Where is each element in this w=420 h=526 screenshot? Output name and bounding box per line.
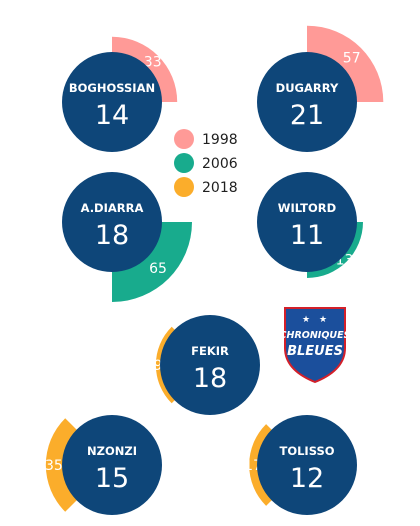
wedge-label: 65 bbox=[149, 261, 167, 277]
chroniques-bleues-logo: ★ ★ CHRONIQUES BLEUES bbox=[280, 307, 351, 384]
player-total: 14 bbox=[95, 100, 129, 131]
logo-star-right: ★ bbox=[319, 315, 327, 325]
legend: 1998 2006 2018 bbox=[174, 129, 238, 197]
wedge-label: 33 bbox=[144, 54, 162, 70]
logo-line-1: CHRONIQUES bbox=[280, 330, 351, 341]
legend-label-2018: 2018 bbox=[202, 180, 238, 196]
wedge-label: 9 bbox=[153, 358, 162, 374]
player-total: 11 bbox=[290, 220, 324, 251]
player-circles-layer: BOGHOSSIAN 14 DUGARRY 21 A.DIARRA 18 WILTORD 11… bbox=[62, 52, 357, 515]
legend-swatch-1998 bbox=[174, 129, 194, 149]
logo-line-2: BLEUES bbox=[287, 344, 343, 359]
player-name: FEKIR bbox=[191, 344, 229, 358]
legend-swatch-2006 bbox=[174, 153, 194, 173]
player-total: 18 bbox=[95, 220, 129, 251]
legend-swatch-2018 bbox=[174, 177, 194, 197]
player-total: 15 bbox=[95, 463, 129, 494]
player-name: A.DIARRA bbox=[81, 201, 144, 215]
logo-shield bbox=[284, 307, 346, 384]
player-name: DUGARRY bbox=[276, 81, 339, 95]
player-circle bbox=[62, 172, 162, 272]
player-name: BOGHOSSIAN bbox=[69, 81, 155, 95]
legend-label-1998: 1998 bbox=[202, 132, 238, 148]
player-name: TOLISSO bbox=[279, 444, 334, 458]
player-circle bbox=[257, 172, 357, 272]
wedge-label: 35 bbox=[45, 458, 63, 474]
player-total: 21 bbox=[290, 100, 324, 131]
wedge-label: 57 bbox=[343, 50, 361, 66]
player-name: WILTORD bbox=[278, 201, 336, 215]
player-circle bbox=[160, 315, 260, 415]
player-total: 12 bbox=[290, 463, 324, 494]
logo-star-left: ★ bbox=[302, 315, 310, 325]
player-circle bbox=[62, 52, 162, 152]
player-total: 18 bbox=[193, 363, 227, 394]
legend-label-2006: 2006 bbox=[202, 156, 238, 172]
player-circle bbox=[257, 415, 357, 515]
player-circle bbox=[257, 52, 357, 152]
player-circle bbox=[62, 415, 162, 515]
player-name: NZONZI bbox=[87, 444, 137, 458]
